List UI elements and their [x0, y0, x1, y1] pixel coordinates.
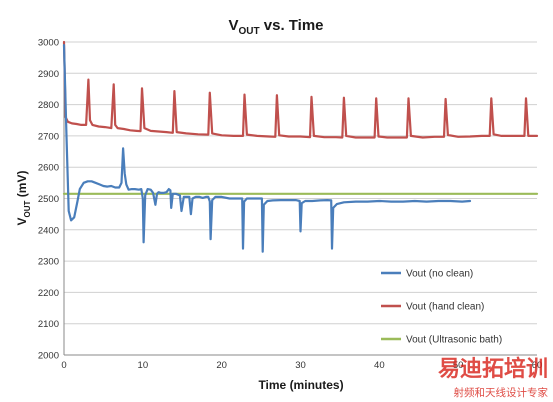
series-line-0: [62, 43, 472, 253]
legend-label: Vout (Ultrasonic bath): [406, 335, 502, 346]
y-tick-label: 2300: [38, 257, 59, 268]
y-tick-label: 2900: [38, 69, 59, 80]
x-tick-label: 10: [138, 360, 149, 371]
x-tick-label: 20: [216, 360, 227, 371]
y-tick-label: 2100: [38, 319, 59, 330]
y-tick-label: 2500: [38, 194, 59, 205]
chart-title: VOUT vs. Time: [228, 17, 323, 37]
x-tick-label: 30: [295, 360, 306, 371]
y-tick-label: 2600: [38, 163, 59, 174]
y-tick-label: 2700: [38, 131, 59, 142]
legend-label: Vout (no clean): [406, 269, 473, 280]
series-group: [62, 40, 539, 253]
y-tick-label: 3000: [38, 38, 59, 49]
x-tick-label: 40: [374, 360, 385, 371]
y-tick-labels: 2000 2100 2200 2300 2400 2500 2600 2700 2800 2900…: [38, 38, 59, 362]
x-tick-label: 60: [532, 360, 543, 371]
axes: [63, 42, 537, 356]
watermark: 易迪拓培训 射频和天线设计专家: [438, 356, 549, 399]
x-tick-label: 50: [453, 360, 464, 371]
x-tick-labels: 0 10 20 30 40 50 60: [61, 360, 542, 371]
y-tick-label: 2800: [38, 100, 59, 111]
watermark-subtext: 射频和天线设计专家: [454, 386, 549, 399]
y-tick-label: 2400: [38, 225, 59, 236]
x-tick-label: 0: [61, 360, 66, 371]
x-axis-label: Time (minutes): [258, 378, 343, 392]
y-tick-label: 2200: [38, 288, 59, 299]
y-tick-label: 2000: [38, 351, 59, 362]
y-axis-label: VOUT (mV): [15, 171, 32, 226]
legend: Vout (no clean) Vout (hand clean) Vout (Ul…: [381, 269, 502, 346]
legend-label: Vout (hand clean): [406, 302, 484, 313]
watermark-text: 易迪拓培训: [438, 356, 548, 381]
series-line-1: [62, 40, 539, 139]
